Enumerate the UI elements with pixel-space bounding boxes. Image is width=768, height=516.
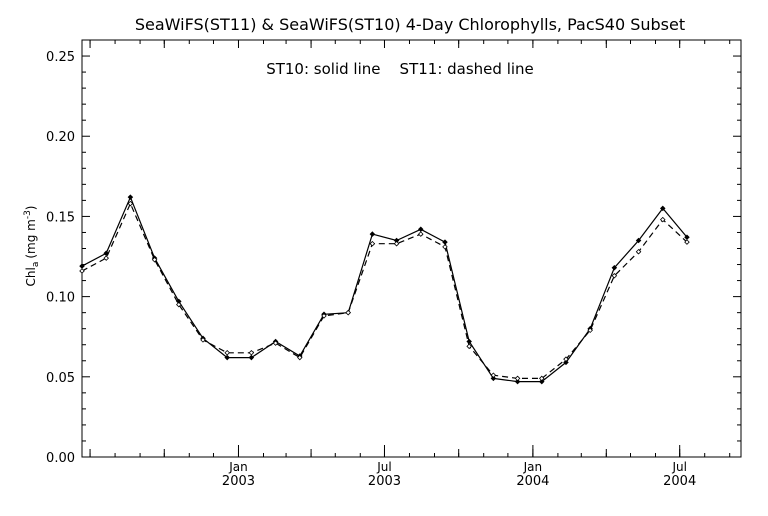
data-point-st11 xyxy=(393,240,400,247)
data-point-st10 xyxy=(514,378,521,385)
data-point-st10 xyxy=(418,226,424,233)
y-tick-label: 0.25 xyxy=(46,50,75,65)
data-point-st10 xyxy=(442,239,448,245)
x-tick-label-year: 2004 xyxy=(663,474,696,489)
data-point-st11 xyxy=(272,340,279,346)
data-point-st10 xyxy=(127,194,134,200)
data-point-st11 xyxy=(466,343,472,350)
data-point-st10 xyxy=(659,205,666,212)
y-axis-title-superscript: -3 xyxy=(23,210,33,219)
data-point-st11 xyxy=(418,231,424,237)
x-tick-label-year: 2003 xyxy=(368,474,401,489)
chart-title: SeaWiFS(ST11) & SeaWiFS(ST10) 4-Day Chlo… xyxy=(135,15,685,34)
data-point-st11 xyxy=(151,256,158,263)
y-tick-label: 0.20 xyxy=(46,130,75,145)
y-tick-label: 0.10 xyxy=(46,291,75,306)
data-point-st11 xyxy=(176,301,182,308)
data-point-st11 xyxy=(345,309,351,316)
data-point-st11 xyxy=(635,248,642,255)
x-tick-label-month: Jan xyxy=(523,460,543,474)
data-point-st11 xyxy=(79,268,85,274)
data-point-st11 xyxy=(587,327,593,334)
y-axis-title-units-close: ) xyxy=(24,205,38,210)
y-axis-title-subscript: a xyxy=(31,262,41,268)
data-point-st11 xyxy=(514,375,521,382)
data-point-st11 xyxy=(321,313,327,319)
x-tick-label-year: 2003 xyxy=(222,474,255,489)
data-point-st10 xyxy=(539,378,545,385)
y-tick-label: 0.05 xyxy=(46,371,75,386)
y-axis-title: Chla (mg m-3) xyxy=(23,205,41,286)
data-point-st11 xyxy=(490,372,497,378)
data-point-st11 xyxy=(369,240,376,247)
data-point-st11 xyxy=(248,349,255,356)
y-tick-label: 0.15 xyxy=(46,210,75,225)
line-style-annotation: ST10: solid line ST11: dashed line xyxy=(266,60,534,78)
data-point-st11 xyxy=(103,255,109,261)
x-tick-label-month: Jul xyxy=(671,460,686,474)
data-point-st10 xyxy=(224,354,230,361)
data-point-st11 xyxy=(684,239,690,245)
data-point-st10 xyxy=(635,237,642,244)
data-point-st10 xyxy=(611,264,618,271)
x-tick-label-month: Jan xyxy=(228,460,248,474)
data-point-st10 xyxy=(248,354,255,361)
data-point-st11 xyxy=(539,375,545,382)
x-tick-label-year: 2004 xyxy=(516,474,549,489)
y-axis-title-units: (mg m xyxy=(24,219,38,259)
plot-area: 0.000.050.100.150.200.25Jan2003Jul2003Ja… xyxy=(46,39,742,489)
data-point-st10 xyxy=(369,231,376,237)
data-point-st11 xyxy=(563,356,569,362)
data-point-st11 xyxy=(442,244,448,250)
plot-frame xyxy=(81,39,742,458)
data-point-st11 xyxy=(127,200,134,207)
x-tick-label-month: Jul xyxy=(376,460,391,474)
data-point-st11 xyxy=(659,216,666,223)
data-point-st10 xyxy=(563,359,569,366)
data-point-st11 xyxy=(200,337,206,343)
series-line-st10 xyxy=(82,195,688,383)
y-axis-title-main: Chl xyxy=(24,267,38,286)
y-tick-label: 0.00 xyxy=(46,451,75,466)
data-point-st11 xyxy=(611,272,618,279)
data-point-st11 xyxy=(224,349,230,356)
series-line-st11 xyxy=(82,202,688,379)
data-point-st10 xyxy=(490,375,497,382)
data-point-st11 xyxy=(297,354,303,361)
